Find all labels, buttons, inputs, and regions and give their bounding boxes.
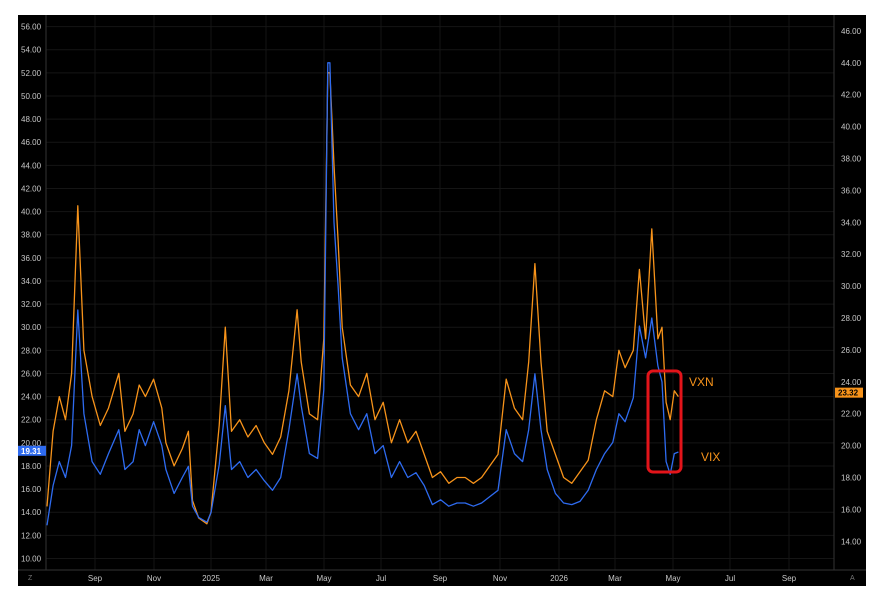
left-axis-tick-label: 34.00 bbox=[21, 277, 42, 286]
right-axis-tick-label: 16.00 bbox=[841, 505, 862, 514]
last-value-label-vix: 19.31 bbox=[21, 447, 42, 456]
time-axis-tick-label: Mar bbox=[259, 574, 273, 583]
left-axis-tick-label: 20.00 bbox=[21, 439, 42, 448]
left-axis-tick-label: 28.00 bbox=[21, 346, 42, 355]
left-axis[interactable]: 10.00 12.00 14.00 16.00 18.00 20.00 22.00 24.00… bbox=[21, 23, 42, 564]
left-axis-tick-label: 36.00 bbox=[21, 254, 42, 263]
right-axis-tick-label: 22.00 bbox=[841, 410, 862, 419]
log-scale-toggle[interactable]: Z bbox=[28, 575, 33, 582]
right-axis[interactable]: 14.00 16.00 18.00 20.00 22.00 24.00 26.00 28.00… bbox=[841, 27, 862, 546]
right-axis-tick-label: 20.00 bbox=[841, 442, 862, 451]
left-axis-tick-label: 18.00 bbox=[21, 462, 42, 471]
time-axis-tick-label: Sep bbox=[88, 574, 103, 583]
right-axis-tick-label: 34.00 bbox=[841, 218, 862, 227]
last-value-label-vxn: 23.32 bbox=[838, 389, 859, 398]
right-axis-tick-label: 30.00 bbox=[841, 282, 862, 291]
time-axis-tick-label: 2025 bbox=[202, 574, 220, 583]
last-value-badge-vxn bbox=[835, 387, 863, 398]
left-axis-tick-label: 22.00 bbox=[21, 416, 42, 425]
time-axis-tick-label: Mar bbox=[608, 574, 622, 583]
right-axis-tick-label: 24.00 bbox=[841, 378, 862, 387]
right-axis-tick-label: 18.00 bbox=[841, 474, 862, 483]
right-axis-tick-label: 38.00 bbox=[841, 155, 862, 164]
time-axis-tick-label: Sep bbox=[782, 574, 797, 583]
left-axis-tick-label: 14.00 bbox=[21, 508, 42, 517]
left-axis-tick-label: 56.00 bbox=[21, 23, 42, 32]
vxn-annotation: VXN bbox=[689, 375, 714, 389]
left-axis-tick-label: 52.00 bbox=[21, 69, 42, 78]
time-axis-tick-label: May bbox=[665, 574, 680, 583]
series-line-vxn[interactable] bbox=[46, 72, 679, 525]
right-axis-tick-label: 36.00 bbox=[841, 186, 862, 195]
left-axis-tick-label: 24.00 bbox=[21, 393, 42, 402]
left-axis-tick-label: 50.00 bbox=[21, 92, 42, 101]
time-axis-tick-label: Jul bbox=[376, 574, 386, 583]
highlight-box bbox=[646, 369, 683, 474]
time-axis-tick-label: Nov bbox=[147, 574, 161, 583]
time-axis-tick-label: May bbox=[316, 574, 331, 583]
left-axis-tick-label: 10.00 bbox=[21, 554, 42, 563]
right-axis-tick-label: 46.00 bbox=[841, 27, 862, 36]
left-axis-tick-label: 16.00 bbox=[21, 485, 42, 494]
right-axis-tick-label: 26.00 bbox=[841, 346, 862, 355]
left-axis-tick-label: 12.00 bbox=[21, 531, 42, 540]
auto-scale-toggle[interactable]: A bbox=[850, 575, 855, 582]
chart-grid bbox=[46, 15, 834, 570]
left-axis-tick-label: 26.00 bbox=[21, 369, 42, 378]
right-axis-tick-label: 32.00 bbox=[841, 250, 862, 259]
time-axis-tick-label: 2026 bbox=[550, 574, 568, 583]
time-axis-tick-label: Sep bbox=[433, 574, 448, 583]
left-axis-tick-label: 32.00 bbox=[21, 300, 42, 309]
left-axis-tick-label: 54.00 bbox=[21, 46, 42, 55]
left-axis-tick-label: 46.00 bbox=[21, 138, 42, 147]
chart-frame: 10.00 12.00 14.00 16.00 18.00 20.00 22.00 24.00… bbox=[18, 15, 866, 586]
left-axis-tick-label: 44.00 bbox=[21, 161, 42, 170]
right-axis-tick-label: 14.00 bbox=[841, 537, 862, 546]
right-axis-tick-label: 44.00 bbox=[841, 59, 862, 68]
left-axis-tick-label: 30.00 bbox=[21, 323, 42, 332]
right-axis-tick-label: 42.00 bbox=[841, 91, 862, 100]
series-layer bbox=[46, 62, 679, 526]
last-value-badges: 23.32 19.31 bbox=[18, 387, 863, 456]
time-axis-tick-label: Nov bbox=[493, 574, 507, 583]
left-axis-tick-label: 40.00 bbox=[21, 208, 42, 217]
time-axis-tick-label: Jul bbox=[725, 574, 735, 583]
right-axis-tick-label: 40.00 bbox=[841, 123, 862, 132]
chart-canvas[interactable]: 10.00 12.00 14.00 16.00 18.00 20.00 22.00 24.00… bbox=[18, 15, 866, 586]
series-line-vix[interactable] bbox=[46, 62, 679, 526]
left-axis-tick-label: 48.00 bbox=[21, 115, 42, 124]
left-axis-tick-label: 38.00 bbox=[21, 231, 42, 240]
last-value-badge-vix bbox=[18, 445, 46, 456]
left-axis-tick-label: 42.00 bbox=[21, 184, 42, 193]
right-axis-tick-label: 28.00 bbox=[841, 314, 862, 323]
time-axis[interactable]: Sep Nov 2025 Mar May Jul Sep Nov 2026 Mar May Jul Se… bbox=[88, 574, 797, 583]
vix-annotation: VIX bbox=[701, 450, 720, 464]
